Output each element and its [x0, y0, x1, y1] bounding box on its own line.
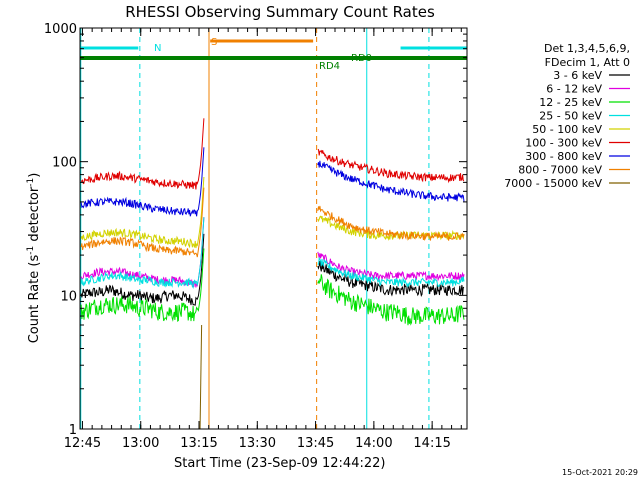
- series-line: [317, 274, 465, 326]
- x-tick-label: 13:00: [122, 436, 159, 451]
- legend-entry-label: 50 - 100 keV: [532, 123, 602, 136]
- series-line: [80, 118, 205, 190]
- x-tick-label: 13:15: [180, 436, 217, 451]
- y-tick-label: 1000: [44, 22, 77, 37]
- series-line: [317, 205, 465, 242]
- series-group: [80, 118, 465, 430]
- series-line: [317, 251, 465, 282]
- legend-entry-label: 300 - 800 keV: [525, 150, 602, 163]
- series-line: [317, 160, 465, 202]
- x-tick-label: 13:30: [239, 436, 276, 451]
- y-axis-label-part: Count Rate (s: [27, 255, 42, 344]
- legend-entry-label: 800 - 7000 keV: [518, 164, 602, 177]
- series-line: [317, 260, 465, 298]
- x-axis-label: Start Time (23-Sep-09 12:44:22): [174, 456, 385, 471]
- series-line: [317, 215, 465, 241]
- x-tick-label: 14:00: [355, 436, 392, 451]
- y-axis-label-sup: -1: [26, 178, 36, 187]
- series-line: [80, 217, 205, 288]
- legend-entry-label: 7000 - 15000 keV: [504, 177, 602, 190]
- legend-entry-label: 3 - 6 keV: [553, 69, 602, 82]
- plot-area: [80, 28, 467, 429]
- series-line: [80, 176, 205, 249]
- legend-entry-label: 25 - 50 keV: [539, 110, 602, 123]
- series-line: [199, 324, 203, 430]
- y-axis-label-part: ): [27, 173, 42, 178]
- y-tick-label: 10: [60, 289, 77, 304]
- flag-label-s: S: [211, 37, 217, 48]
- y-axis-label: Count Rate (s-1 detector-1): [26, 173, 42, 344]
- x-tick-label: 13:45: [297, 436, 334, 451]
- y-tick-label: 1: [69, 423, 77, 438]
- series-line: [317, 256, 465, 288]
- flag-bars: N S RD0 RD4: [80, 37, 467, 72]
- series-line: [80, 147, 205, 217]
- series-line: [80, 217, 205, 289]
- legend-entry-label: 12 - 25 keV: [539, 96, 602, 109]
- y-axis-label-sup: -1: [26, 246, 36, 255]
- plot-frame: [79, 27, 468, 430]
- flag-label-rd4: RD4: [319, 61, 340, 72]
- x-tick-label: 12:45: [64, 436, 101, 451]
- flag-label-rd0: RD0: [351, 53, 372, 64]
- chart-title: RHESSI Observing Summary Count Rates: [125, 3, 435, 21]
- legend-entry-label: 6 - 12 keV: [546, 83, 602, 96]
- y-axis-label-part: detector: [27, 186, 42, 246]
- series-line: [80, 187, 205, 258]
- legend-header: Det 1,3,4,5,6,9,: [544, 42, 630, 55]
- footer-date: 15-Oct-2021 20:29: [562, 468, 638, 477]
- series-line: [80, 248, 205, 322]
- axes: 1 10 100 1000 12:45 13:00 13:15 13:30 13:45 14:00…: [44, 22, 468, 451]
- legend-entry-label: 100 - 300 keV: [525, 137, 602, 150]
- plot-background: [80, 28, 467, 429]
- series-line: [317, 148, 465, 184]
- y-tick-label: 100: [52, 156, 77, 171]
- flag-label-n: N: [154, 43, 161, 54]
- x-tick-label: 14:15: [413, 436, 450, 451]
- legend-header: FDecim 1, Att 0: [545, 56, 630, 69]
- legend: Det 1,3,4,5,6,9,FDecim 1, Att 03 - 6 keV…: [504, 42, 630, 190]
